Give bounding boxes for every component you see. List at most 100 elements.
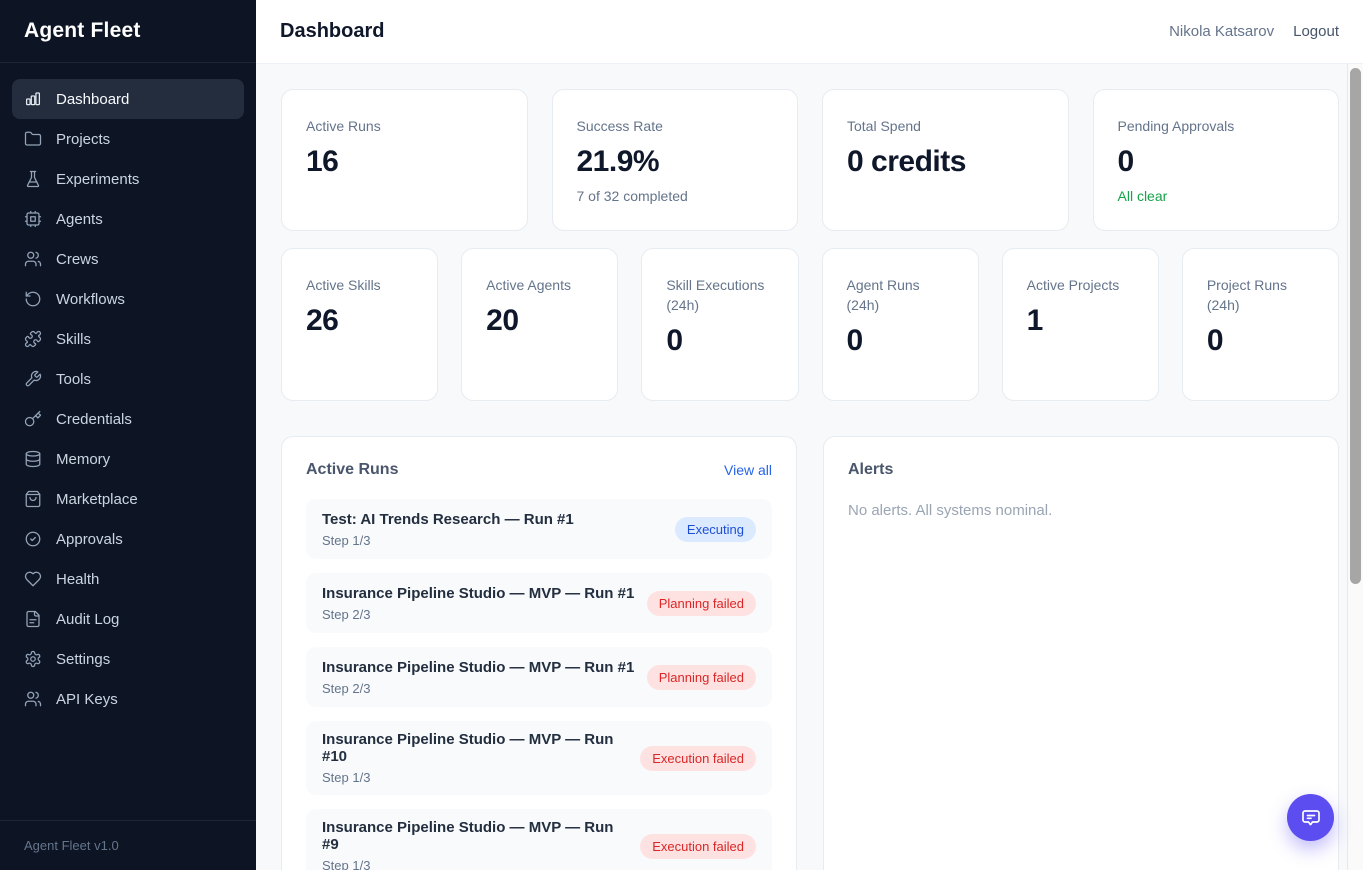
puzzle-icon [24,330,42,348]
bar-chart-icon [24,90,42,108]
sidebar-item-skills[interactable]: Skills [12,319,244,359]
stat-card: Success Rate 21.9% 7 of 32 completed [551,89,798,231]
sidebar: Agent Fleet Dashboard Projects Experimen… [0,0,256,870]
sidebar-item-label: Audit Log [56,610,120,628]
run-list-item[interactable]: Insurance Pipeline Studio — MVP — Run #1… [306,647,772,707]
sidebar-item-experiments[interactable]: Experiments [12,159,244,199]
stat-card-value: 0 credits [847,145,966,178]
sidebar-footer-version: Agent Fleet v1.0 [0,820,256,870]
user-name: Nikola Katsarov [1169,23,1275,40]
workflow-icon [24,290,42,308]
stat-card: Active Runs 16 [281,89,528,231]
sidebar-item-label: Health [56,570,100,588]
view-all-link[interactable]: View all [724,462,772,478]
stat-card-label: Success Rate [576,118,663,134]
main-area: Dashboard Nikola Katsarov Logout Active … [256,0,1363,870]
scrollbar-thumb[interactable] [1350,68,1361,584]
run-info: Insurance Pipeline Studio — MVP — Run #1… [322,731,628,785]
alerts-empty-message: No alerts. All systems nominal. [848,502,1053,519]
status-badge: Execution failed [640,745,756,771]
stat-card: Skill Executions (24h) 0 [641,248,799,401]
sidebar-item-projects[interactable]: Projects [12,119,244,159]
sidebar-nav: Dashboard Projects Experiments Agents Cr… [0,63,256,820]
users-icon [24,690,42,708]
sidebar-item-marketplace[interactable]: Marketplace [12,479,244,519]
alerts-panel: Alerts No alerts. All systems nominal. [823,436,1339,870]
users-icon [24,250,42,268]
stat-card-sub: 7 of 32 completed [576,188,688,204]
sidebar-item-label: Agents [56,210,103,228]
run-list-item[interactable]: Insurance Pipeline Studio — MVP — Run #1… [306,573,772,633]
sidebar-item-crews[interactable]: Crews [12,239,244,279]
stat-card-value: 20 [486,304,519,337]
run-list-item[interactable]: Insurance Pipeline Studio — MVP — Run #1… [306,721,772,795]
topbar-right: Nikola Katsarov Logout [1169,23,1339,40]
run-title: Test: AI Trends Research — Run #1 [322,510,574,528]
active-runs-panel-head: Active Runs View all [306,461,772,479]
chat-button[interactable] [1287,794,1334,841]
alerts-title: Alerts [848,461,894,478]
sidebar-item-credentials[interactable]: Credentials [12,399,244,439]
file-text-icon [24,610,42,628]
flask-icon [24,170,42,188]
wrench-icon [24,370,42,388]
sidebar-item-agents[interactable]: Agents [12,199,244,239]
run-title: Insurance Pipeline Studio — MVP — Run #1 [322,584,635,602]
status-badge: Planning failed [646,590,756,616]
database-icon [24,450,42,468]
run-list-item[interactable]: Test: AI Trends Research — Run #1 Step 1… [306,499,772,559]
status-badge: Executing [674,516,756,542]
sidebar-item-workflows[interactable]: Workflows [12,279,244,319]
sidebar-item-audit-log[interactable]: Audit Log [12,599,244,639]
stat-card-label: Active Agents [486,277,571,293]
sidebar-item-approvals[interactable]: Approvals [12,519,244,559]
panels-row: Active Runs View all Test: AI Trends Res… [281,436,1339,870]
stat-card-label: Project Runs (24h) [1206,277,1287,313]
active-runs-panel: Active Runs View all Test: AI Trends Res… [281,436,797,870]
stat-card-value: 26 [306,304,339,337]
sidebar-item-settings[interactable]: Settings [12,639,244,679]
run-list-item[interactable]: Insurance Pipeline Studio — MVP — Run #9… [306,809,772,870]
sidebar-item-health[interactable]: Health [12,559,244,599]
run-step: Step 1/3 [322,532,371,548]
run-info: Insurance Pipeline Studio — MVP — Run #1… [322,585,634,622]
sidebar-item-api-keys[interactable]: API Keys [12,679,244,719]
stat-card-value: 1 [1026,304,1044,337]
alerts-panel-head: Alerts [848,461,1314,479]
active-runs-list: Test: AI Trends Research — Run #1 Step 1… [306,499,772,870]
run-step: Step 2/3 [322,680,371,696]
sidebar-item-label: Dashboard [56,90,130,108]
sidebar-item-label: Experiments [56,170,140,188]
status-badge: Planning failed [646,664,756,690]
stat-card-label: Active Runs [306,118,381,134]
status-badge: Execution failed [640,833,756,859]
main-content: Active Runs 16 Success Rate 21.9% 7 of 3… [256,64,1363,870]
stat-card: Project Runs (24h) 0 [1181,248,1339,401]
run-title: Insurance Pipeline Studio — MVP — Run #1… [322,731,614,765]
sidebar-item-label: Marketplace [56,490,138,508]
active-runs-title: Active Runs [306,461,399,478]
sidebar-item-label: Crews [56,250,99,268]
scrollbar-track[interactable] [1347,64,1363,870]
stat-card-label: Pending Approvals [1117,118,1235,134]
folder-icon [24,130,42,148]
stat-card: Active Agents 20 [461,248,619,401]
cpu-icon [24,210,42,228]
stat-card-label: Active Skills [306,277,381,293]
sidebar-item-dashboard[interactable]: Dashboard [12,79,244,119]
stat-card-value: 0 [846,324,864,357]
app-logo: Agent Fleet [0,0,256,63]
run-step: Step 1/3 [322,770,371,785]
logout-link[interactable]: Logout [1293,23,1339,40]
sidebar-item-label: Approvals [56,530,123,548]
chat-bubble-icon [1299,806,1323,830]
run-info: Insurance Pipeline Studio — MVP — Run #1… [322,659,634,696]
sidebar-item-memory[interactable]: Memory [12,439,244,479]
sidebar-item-label: Skills [56,330,92,348]
stat-card-label: Active Projects [1026,277,1120,293]
check-circle-icon [24,530,42,548]
stats-row-primary: Active Runs 16 Success Rate 21.9% 7 of 3… [281,89,1339,231]
sidebar-item-tools[interactable]: Tools [12,359,244,399]
stat-card: Pending Approvals 0 All clear [1092,89,1339,231]
